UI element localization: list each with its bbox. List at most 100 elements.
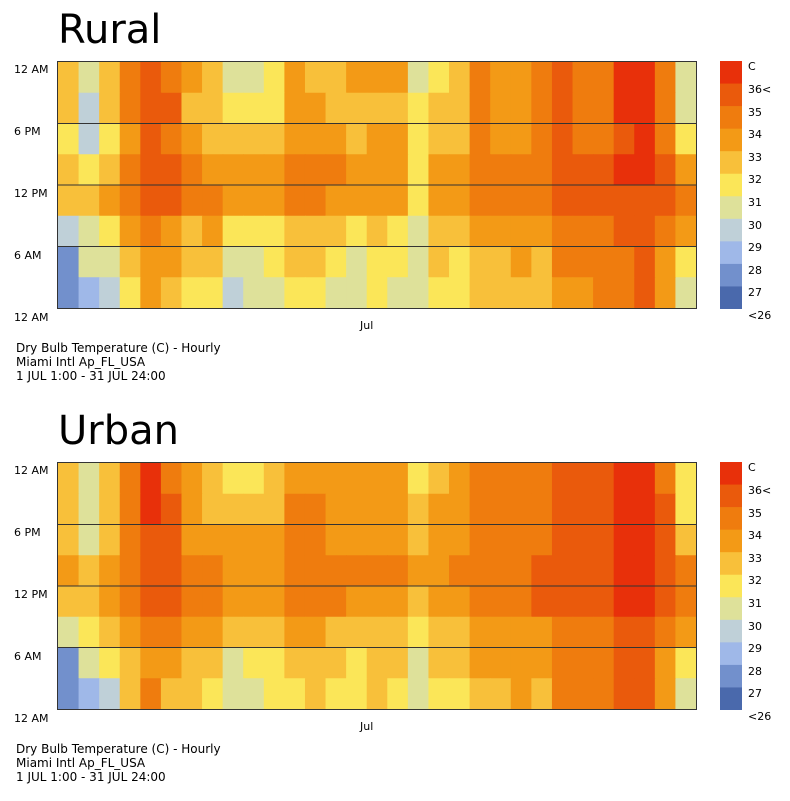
heatmap-cell — [58, 586, 80, 618]
heatmap-cell — [243, 647, 265, 679]
heatmap-cell — [387, 154, 409, 186]
heatmap-cell — [346, 678, 368, 709]
heatmap-cell — [346, 246, 368, 278]
heatmap-cell — [284, 62, 306, 94]
heatmap-cell — [469, 647, 491, 679]
heatmap-cell — [99, 185, 121, 217]
heatmap-cell — [675, 277, 696, 308]
heatmap-cell — [654, 586, 677, 618]
heatmap-cell — [449, 92, 471, 125]
heatmap-cell — [449, 555, 471, 587]
heatmap-cell — [551, 555, 574, 587]
heatmap-cell — [284, 92, 306, 125]
heatmap-cell — [140, 524, 162, 556]
heatmap-cell — [531, 92, 553, 125]
heatmap-cell — [222, 277, 244, 308]
heatmap-cell — [284, 215, 306, 248]
heatmap-plot[interactable] — [57, 61, 697, 309]
heatmap-cell — [675, 123, 696, 155]
heatmap-cell — [119, 62, 141, 94]
heatmap-cell — [593, 92, 615, 125]
heatmap-cell — [428, 154, 450, 186]
heatmap-cell — [613, 647, 635, 679]
legend-swatch — [720, 61, 742, 85]
heatmap-cell — [263, 555, 285, 587]
legend-label: <26 — [748, 710, 772, 723]
heatmap-cell — [366, 185, 388, 217]
heatmap-cell — [181, 185, 203, 217]
heatmap-cell — [325, 277, 347, 308]
heatmap-cell — [613, 246, 635, 278]
heatmap-cell — [243, 92, 265, 125]
heatmap-cells — [58, 62, 696, 308]
heatmap-cell — [99, 62, 121, 94]
y-tick-label: 12 PM — [14, 187, 48, 200]
heatmap-cell — [572, 524, 594, 556]
heatmap-cell — [140, 678, 162, 709]
heatmap-cell — [58, 524, 80, 556]
heatmap-cell — [140, 154, 162, 186]
heatmap-cell — [160, 524, 183, 556]
legend-swatch — [720, 642, 742, 666]
heatmap-cell — [654, 92, 677, 125]
heatmap-cell — [284, 616, 306, 649]
legend-swatch — [720, 619, 742, 643]
y-tick-label: 12 AM — [14, 464, 49, 477]
heatmap-cell — [78, 524, 100, 556]
heatmap-cell — [58, 463, 80, 495]
heatmap-cell — [58, 92, 80, 125]
heatmap-cell — [304, 463, 327, 495]
heatmap-cell — [551, 493, 574, 526]
heatmap-cell — [346, 524, 368, 556]
heatmap-cell — [490, 277, 512, 308]
heatmap-cell — [202, 277, 224, 308]
legend-label: 28 — [748, 664, 762, 678]
legend-swatch — [720, 529, 742, 553]
heatmap-cell — [407, 277, 430, 308]
heatmap-cell — [366, 616, 388, 649]
heatmap-cell — [160, 277, 183, 308]
heatmap-cell — [490, 62, 512, 94]
heatmap-cell — [160, 616, 183, 649]
heatmap-cell — [78, 154, 100, 186]
heatmap-cell — [490, 555, 512, 587]
heatmap-cell — [531, 678, 553, 709]
heatmap-cell — [634, 215, 656, 248]
heatmap-cell — [551, 616, 574, 649]
heatmap-cell — [304, 62, 327, 94]
heatmap-cell — [78, 678, 100, 709]
heatmap-cell — [99, 647, 121, 679]
heatmap-cell — [304, 647, 327, 679]
heatmap-cell — [202, 185, 224, 217]
heatmap-cell — [572, 616, 594, 649]
heatmap-cell — [99, 555, 121, 587]
heatmap-cell — [675, 616, 696, 649]
heatmap-cell — [243, 185, 265, 217]
heatmap-cell — [202, 215, 224, 248]
heatmap-plot[interactable] — [57, 462, 697, 710]
heatmap-cell — [243, 493, 265, 526]
heatmap-cell — [99, 215, 121, 248]
heatmap-cell — [58, 123, 80, 155]
caption-line: 1 JUL 1:00 - 31 JUL 24:00 — [16, 369, 166, 383]
heatmap-cell — [58, 246, 80, 278]
heatmap-cell — [119, 123, 141, 155]
heatmap-cell — [263, 92, 285, 125]
heatmap-cell — [366, 215, 388, 248]
heatmap-cell — [366, 524, 388, 556]
heatmap-cell — [634, 123, 656, 155]
heatmap-cell — [449, 123, 471, 155]
heatmap-cell — [160, 647, 183, 679]
heatmap-cell — [304, 678, 327, 709]
heatmap-cell — [202, 678, 224, 709]
heatmap-cell — [654, 123, 677, 155]
heatmap-cell — [469, 555, 491, 587]
heatmap-cell — [78, 647, 100, 679]
heatmap-cell — [325, 62, 347, 94]
heatmap-cell — [387, 215, 409, 248]
heatmap-cell — [202, 493, 224, 526]
legend-label: 30 — [748, 619, 762, 633]
heatmap-cell — [202, 586, 224, 618]
heatmap-cell — [490, 92, 512, 125]
heatmap-cell — [531, 647, 553, 679]
